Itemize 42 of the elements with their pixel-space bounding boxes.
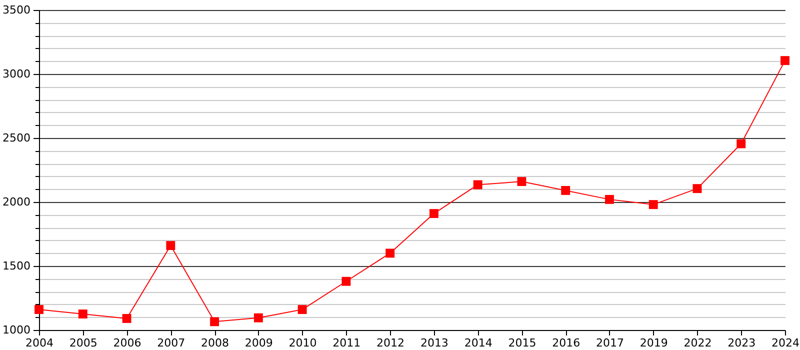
point [736,139,746,148]
y-tick-label: 3500 [2,4,30,16]
point [166,241,176,250]
point [561,186,570,195]
x-tick-label: 2024 [772,336,800,350]
x-tick-label: 2016 [552,336,580,350]
x-tick-label: 2013 [420,336,448,350]
y-tick-label: 1000 [2,324,30,336]
x-tick-label: 2015 [508,336,536,350]
point [517,177,526,186]
point [386,248,395,258]
x-tick-label: 2017 [596,336,624,350]
point [648,200,658,210]
y-tick-label: 2500 [2,132,30,144]
x-tick-label: 2011 [332,336,361,350]
point [473,180,482,190]
x-tick-label: 2008 [201,336,230,350]
point [210,317,219,326]
point [254,313,263,322]
point [605,194,614,204]
x-tick-label: 2014 [464,336,492,350]
point [692,184,702,194]
x-tick-label: 2009 [244,336,273,350]
x-tick-label: 2007 [157,336,186,350]
x-tick-label: 2012 [376,336,405,350]
y-tick-label: 1500 [2,260,30,272]
x-tick-label: 2005 [69,336,98,350]
x-tick-label: 2010 [288,336,317,350]
point [34,305,44,314]
x-tick-label: 2019 [640,336,668,350]
point [122,314,132,323]
x-tick-label: 2004 [26,336,54,350]
y-tick-label: 3000 [2,68,30,80]
x-tick-label: 2023 [728,336,756,350]
x-tick-label: 2022 [684,336,712,350]
point [342,276,351,286]
x-tick-label: 2006 [113,336,142,350]
point [780,56,790,66]
point [298,305,307,314]
point [78,310,88,318]
point [429,209,438,218]
y-tick-label: 2000 [2,196,30,208]
